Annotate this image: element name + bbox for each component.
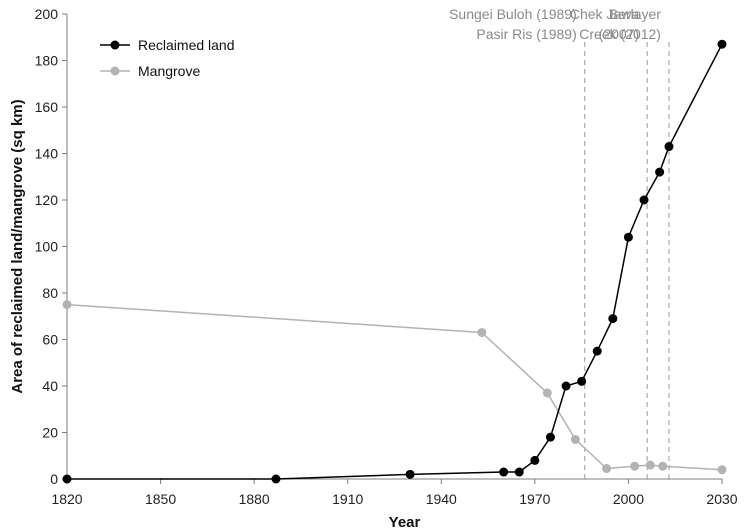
- data-point: [530, 455, 540, 465]
- x-axis-title: Year: [389, 514, 421, 531]
- data-point: [570, 434, 580, 444]
- y-tick-label: 100: [35, 239, 59, 255]
- data-point: [623, 232, 633, 242]
- y-tick-label: 40: [42, 378, 58, 394]
- series-layer: [62, 39, 727, 484]
- data-point: [630, 461, 640, 471]
- x-tick-label: 1820: [51, 491, 82, 507]
- data-point: [271, 474, 281, 484]
- data-point: [658, 461, 668, 471]
- annotations-layer: Sungei Buloh (1989) Pasir Ris (1989) Chek …: [449, 6, 670, 479]
- data-point: [717, 39, 727, 49]
- annotation-label: Chek Jawa: [570, 6, 639, 22]
- data-point: [499, 467, 509, 477]
- data-point: [477, 328, 487, 338]
- data-point: [655, 167, 665, 177]
- annotation-label: Creek (2012): [579, 26, 661, 42]
- data-point: [62, 474, 72, 484]
- annotation-label: Sungei Buloh (1989): [449, 6, 577, 22]
- x-tick-label: 1910: [332, 491, 363, 507]
- x-tick-label: 1880: [239, 491, 270, 507]
- annotation-label: (2007): [599, 26, 639, 42]
- legend-label: Reclaimed land: [138, 37, 235, 53]
- data-point: [542, 388, 552, 398]
- data-point: [592, 346, 602, 356]
- annotation-label: Berlayer: [609, 6, 661, 22]
- data-point: [514, 467, 524, 477]
- data-point: [545, 432, 555, 442]
- legend-label: Mangrove: [138, 63, 200, 79]
- data-point: [639, 195, 649, 205]
- y-tick-label: 160: [35, 99, 59, 115]
- x-tick-label: 1940: [426, 491, 457, 507]
- y-tick-label: 120: [35, 192, 59, 208]
- annotation-label: Pasir Ris (1989): [476, 26, 576, 42]
- series-line: [67, 43, 723, 480]
- data-point: [664, 142, 674, 152]
- legend: Reclaimed land Mangrove: [100, 37, 235, 79]
- data-point: [602, 464, 612, 474]
- data-point: [577, 376, 587, 386]
- y-tick-label: 180: [35, 53, 59, 69]
- data-point: [62, 300, 72, 310]
- y-tick-label: 60: [42, 332, 58, 348]
- x-tick-label: 2030: [706, 491, 737, 507]
- x-tick-label: 2000: [613, 491, 644, 507]
- x-tick-label: 1970: [519, 491, 550, 507]
- y-tick-label: 20: [42, 425, 58, 441]
- data-point: [561, 381, 571, 391]
- y-tick-label: 200: [35, 6, 59, 22]
- axes: 0 20 40 60 80 100 120 140 160 180 200 1820 1850 1880 1…: [35, 6, 738, 507]
- y-axis-title: Area of reclaimed land/mangrove (sq km): [9, 99, 26, 393]
- x-tick-label: 1850: [145, 491, 176, 507]
- data-point: [645, 460, 655, 470]
- data-point: [405, 469, 415, 479]
- legend-marker: [110, 66, 120, 76]
- series-line: [66, 303, 723, 471]
- y-tick-label: 140: [35, 146, 59, 162]
- data-point: [608, 314, 618, 324]
- y-tick-label: 0: [50, 471, 58, 487]
- y-tick-label: 80: [42, 285, 58, 301]
- legend-marker: [110, 40, 120, 50]
- data-point: [717, 465, 727, 475]
